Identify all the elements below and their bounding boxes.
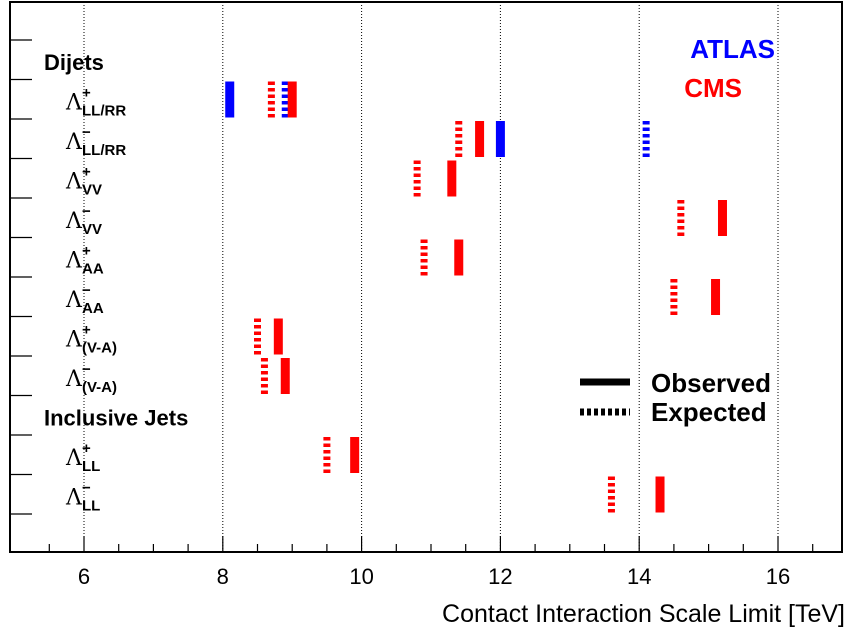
row-label: Λ +LL/RR [65,85,126,120]
atlas-observed-mark [495,121,505,157]
row-label: Λ −LL [65,480,100,515]
cms-observed-mark [280,358,290,394]
lambda-symbol: Λ [65,328,83,353]
row-subscript: VV [82,182,102,199]
cms-observed-mark [711,279,721,315]
lambda-symbol: Λ [65,130,83,155]
group-label: Dijets [44,50,104,75]
cms-observed-mark [454,239,464,276]
row-sign: − [82,203,91,220]
row-subscript: LL [82,458,100,475]
legend-atlas: ATLAS [690,34,775,64]
grid-lines [83,2,779,552]
cms-observed-mark [287,81,297,118]
lambda-symbol: Λ [65,486,83,511]
y-axis-ticks [10,39,32,515]
row-label: Λ +(V-A) [65,322,117,357]
lambda-symbol: Λ [65,170,83,195]
atlas-observed-mark [225,81,235,118]
row-sign: + [82,243,91,260]
row-sign: + [82,164,91,181]
row-label: Λ −AA [65,282,104,317]
x-tick-label: 8 [217,564,229,589]
row-subscript: (V-A) [82,340,117,357]
cms-observed-mark [475,121,485,157]
row-sign: − [82,124,91,141]
row-label: Λ +LL [65,440,100,475]
row-subscript: (V-A) [82,379,117,396]
cms-observed-mark [717,200,727,236]
row-subscript: LL/RR [82,103,126,120]
row-sign: − [82,480,91,497]
x-tick-label: 10 [349,564,373,589]
x-axis-label: Contact Interaction Scale Limit [TeV] [442,600,845,628]
cms-observed-mark [350,437,360,473]
row-label: Λ −(V-A) [65,361,117,396]
cms-observed-mark [655,476,665,513]
row-label: Λ −LL/RR [65,124,126,159]
legend-cms: CMS [684,73,742,103]
row-sign: + [82,322,91,339]
row-sign: + [82,440,91,457]
lambda-symbol: Λ [65,249,83,274]
lambda-symbol: Λ [65,446,83,471]
lambda-symbol: Λ [65,91,83,116]
cms-observed-mark [273,318,283,355]
row-subscript: AA [82,261,104,278]
legend-observed-label: Observed [651,368,771,398]
legend-expected-label: Expected [651,397,767,427]
group-label: Inclusive Jets [44,406,188,431]
row-sign: + [82,85,91,102]
row-subscript: LL/RR [82,142,126,159]
row-subscript: VV [82,221,102,238]
x-axis-ticks: 6 8 10 12 14 16 [48,536,814,589]
lambda-symbol: Λ [65,367,83,392]
x-tick-label: 16 [766,564,790,589]
row-label: Λ +VV [65,164,102,199]
row-sign: − [82,282,91,299]
lambda-symbol: Λ [65,209,83,234]
row-subscript: AA [82,300,104,317]
row-sign: − [82,361,91,378]
x-tick-label: 12 [488,564,512,589]
row-label: Λ −VV [65,203,102,238]
cms-observed-mark [447,160,457,197]
row-label: Λ +AA [65,243,104,278]
row-subscript: LL [82,498,100,515]
x-tick-label: 14 [627,564,651,589]
x-tick-label: 6 [78,564,90,589]
lambda-symbol: Λ [65,288,83,313]
limit-marks [225,81,727,513]
